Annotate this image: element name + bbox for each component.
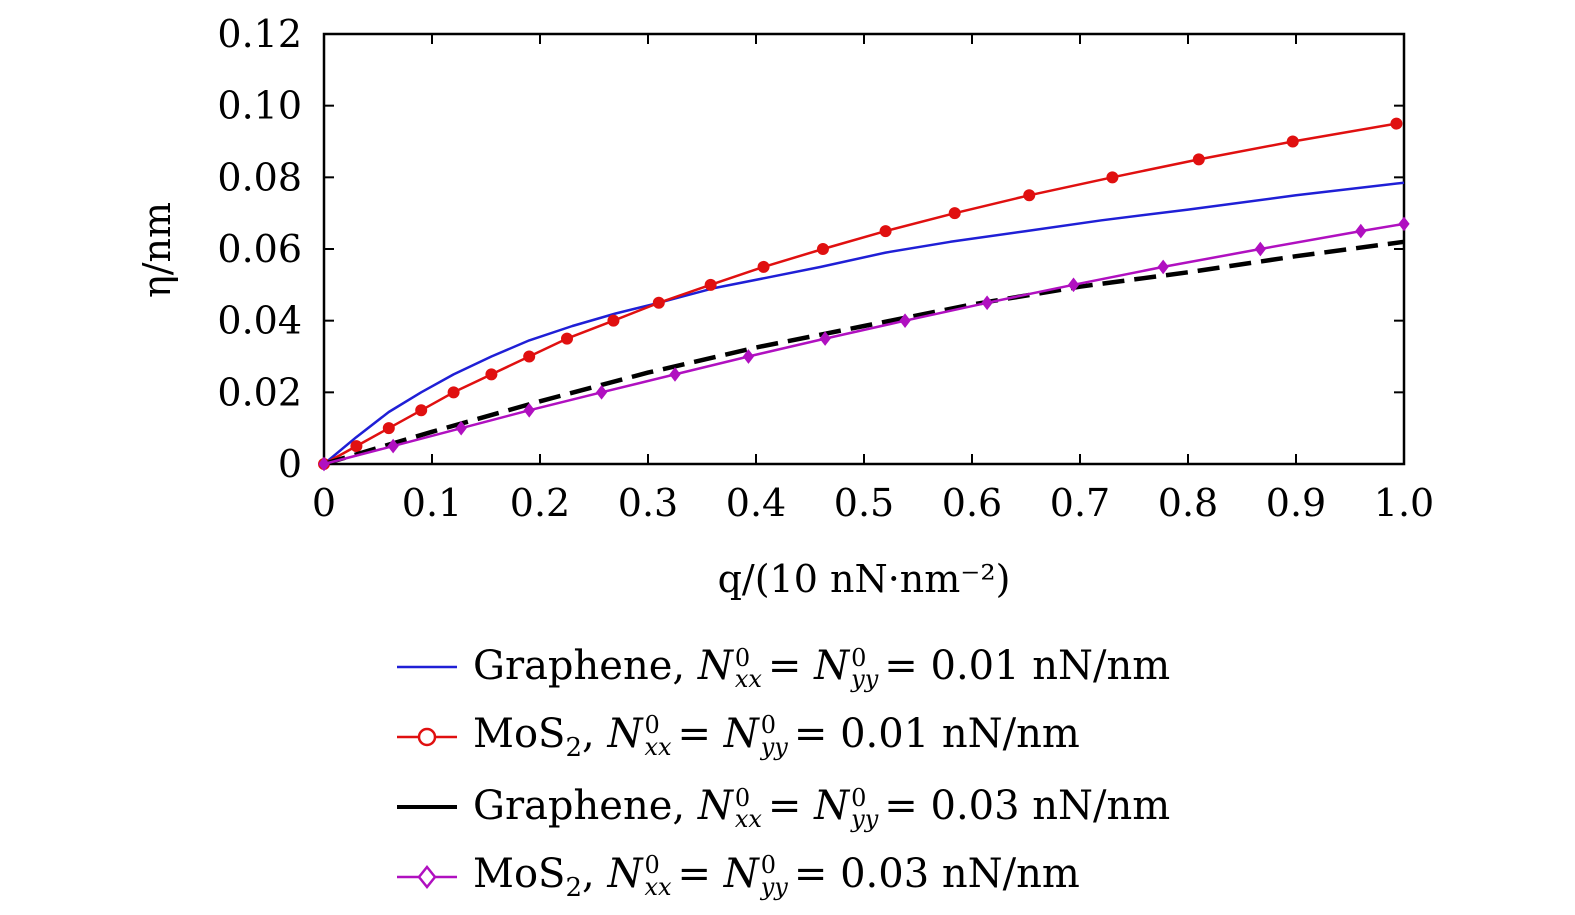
data-point	[1254, 241, 1266, 257]
legend-item: Graphene, N 0 xx = N 0 yy = 0.03 nN/nm	[395, 772, 1395, 842]
data-point	[523, 350, 536, 363]
data-point	[561, 332, 573, 345]
legend-item: MoS2, N 0 xx = N 0 yy = 0.03 nN/nm	[395, 842, 1395, 912]
y-tick-label: 0.10	[217, 84, 302, 128]
x-tick-label: 0.4	[726, 481, 786, 525]
x-tick-label: 0.8	[1158, 481, 1218, 525]
data-point	[387, 438, 399, 454]
data-point	[595, 385, 608, 400]
legend-line-black-dashed	[397, 805, 457, 809]
data-point	[485, 368, 498, 381]
legend-label: Graphene, N 0 xx = N 0 yy = 0.03 nN/nm	[473, 783, 1171, 834]
data-point	[816, 243, 829, 255]
data-point	[1192, 153, 1205, 166]
x-tick-label: 0.3	[618, 481, 678, 525]
legend-line-purple-diamond	[397, 864, 457, 890]
y-tick-label: 0.12	[217, 12, 302, 56]
x-tick-label: 0.9	[1266, 481, 1326, 525]
data-point	[607, 314, 620, 327]
y-axis-label: η/nm	[135, 202, 179, 298]
series-line-0	[323, 181, 1405, 465]
y-tick-label: 0.08	[217, 155, 302, 199]
y-tick-label: 0.04	[217, 299, 302, 343]
data-point	[1286, 135, 1299, 148]
x-tick-label: 0.6	[942, 481, 1002, 525]
series-layer	[318, 117, 1410, 472]
data-point	[455, 420, 467, 436]
data-point	[742, 349, 755, 364]
data-point	[652, 296, 665, 309]
data-point	[350, 440, 363, 453]
series-line-2	[323, 239, 1405, 467]
x-tick-label: 0.7	[1050, 481, 1110, 525]
legend-label: MoS2, N 0 xx = N 0 yy = 0.01 nN/nm	[473, 711, 1080, 763]
data-point	[669, 367, 681, 382]
data-point	[819, 331, 831, 346]
data-point	[1390, 117, 1403, 130]
x-tick-label: 0.2	[510, 481, 570, 525]
x-tick-label: 0.5	[834, 481, 894, 525]
data-point	[415, 404, 428, 417]
x-tick-label: 0.1	[402, 481, 462, 525]
legend-line-red-circle	[397, 727, 457, 747]
data-point	[318, 456, 330, 472]
y-tick-label: 0	[278, 442, 302, 486]
x-axis-label: q/(10 nN·nm⁻²)	[718, 557, 1011, 601]
data-point	[948, 207, 961, 220]
x-tick-label: 0	[312, 481, 336, 525]
data-point	[447, 386, 460, 399]
data-point	[1023, 189, 1036, 202]
legend-label: Graphene, N 0 xx = N 0 yy = 0.01 nN/nm	[473, 643, 1171, 694]
data-point	[1067, 277, 1080, 293]
legend-item: MoS2, N 0 xx = N 0 yy = 0.01 nN/nm	[395, 702, 1395, 772]
plot-frame	[322, 32, 1406, 466]
data-point	[1157, 259, 1169, 275]
series-line-1	[323, 122, 1397, 466]
x-tick-label: 1.0	[1374, 481, 1434, 525]
y-tick-label: 0.02	[217, 370, 302, 414]
data-point	[757, 260, 770, 273]
y-tick-label: 0.06	[217, 227, 302, 271]
ticks: 0 0.1 0.2 0.3 0.4 0.5 0.6 0.7 0.8 0.9 1.0 0 0.02 0.04…	[217, 12, 1434, 525]
data-point	[899, 313, 911, 328]
data-point	[879, 225, 892, 238]
data-point	[981, 295, 993, 311]
legend-line-blue-solid	[397, 665, 457, 669]
series-line-3	[323, 222, 1405, 466]
data-point	[1398, 216, 1410, 232]
legend-item: Graphene, N 0 xx = N 0 yy = 0.01 nN/nm	[395, 632, 1395, 702]
data-point	[1106, 171, 1119, 184]
data-point	[382, 422, 395, 435]
data-point	[704, 278, 717, 291]
legend: Graphene, N 0 xx = N 0 yy = 0.01 nN/nm MoS2, N…	[395, 632, 1395, 912]
data-point	[523, 402, 535, 418]
legend-label: MoS2, N 0 xx = N 0 yy = 0.03 nN/nm	[473, 851, 1080, 903]
data-point	[1355, 223, 1367, 239]
